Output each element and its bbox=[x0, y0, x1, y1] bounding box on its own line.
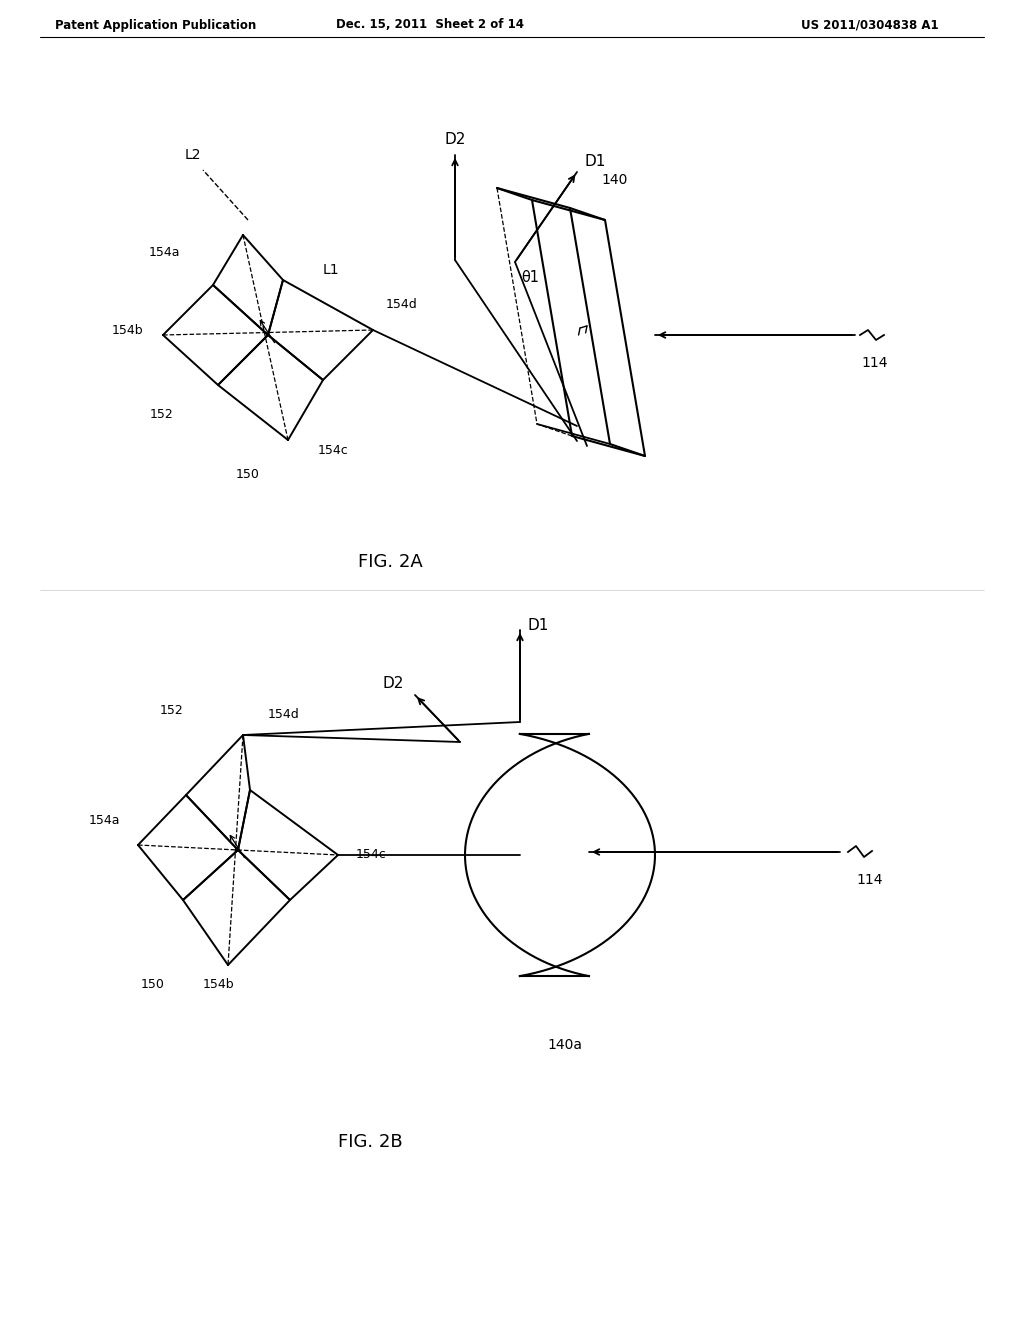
Text: 140a: 140a bbox=[548, 1038, 583, 1052]
Text: 154b: 154b bbox=[202, 978, 233, 991]
Text: L2: L2 bbox=[184, 148, 202, 162]
Text: 150: 150 bbox=[237, 469, 260, 482]
Text: 154c: 154c bbox=[318, 444, 349, 457]
Text: D2: D2 bbox=[444, 132, 466, 147]
Text: US 2011/0304838 A1: US 2011/0304838 A1 bbox=[801, 18, 939, 32]
Text: 140: 140 bbox=[602, 173, 628, 187]
Text: Dec. 15, 2011  Sheet 2 of 14: Dec. 15, 2011 Sheet 2 of 14 bbox=[336, 18, 524, 32]
Text: 154d: 154d bbox=[386, 298, 418, 312]
Text: D2: D2 bbox=[382, 676, 403, 690]
Text: 154a: 154a bbox=[88, 813, 120, 826]
Text: L1: L1 bbox=[323, 263, 340, 277]
Text: 154d: 154d bbox=[268, 709, 300, 722]
Text: FIG. 2B: FIG. 2B bbox=[338, 1133, 402, 1151]
Text: 154a: 154a bbox=[148, 247, 180, 260]
Text: 114: 114 bbox=[862, 356, 888, 370]
Text: θ1: θ1 bbox=[521, 271, 539, 285]
Text: FIG. 2A: FIG. 2A bbox=[357, 553, 422, 572]
Text: Patent Application Publication: Patent Application Publication bbox=[55, 18, 256, 32]
Text: 152: 152 bbox=[160, 704, 183, 717]
Text: D1: D1 bbox=[527, 618, 549, 632]
Text: 154b: 154b bbox=[112, 323, 143, 337]
Text: 150: 150 bbox=[141, 978, 165, 991]
Text: 154c: 154c bbox=[356, 849, 387, 862]
Text: 114: 114 bbox=[857, 873, 884, 887]
Text: 152: 152 bbox=[150, 408, 173, 421]
Text: D1: D1 bbox=[585, 154, 605, 169]
